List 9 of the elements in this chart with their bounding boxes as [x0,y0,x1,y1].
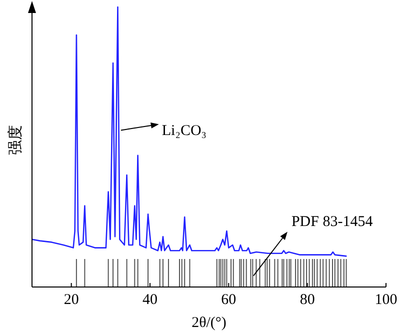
y-axis-title: 强度 [7,125,24,155]
annotation: PDF 83-1454 [291,214,374,230]
x-tick-label: 40 [142,292,158,308]
annotation: Li₂CO₃ [162,123,207,140]
x-tick-label: 100 [374,292,398,308]
x-axis-title: 2θ/(°) [192,315,226,331]
x-tick-label: 20 [64,292,79,308]
x-tick-label: 60 [221,292,236,308]
x-tick-label: 80 [300,292,315,308]
